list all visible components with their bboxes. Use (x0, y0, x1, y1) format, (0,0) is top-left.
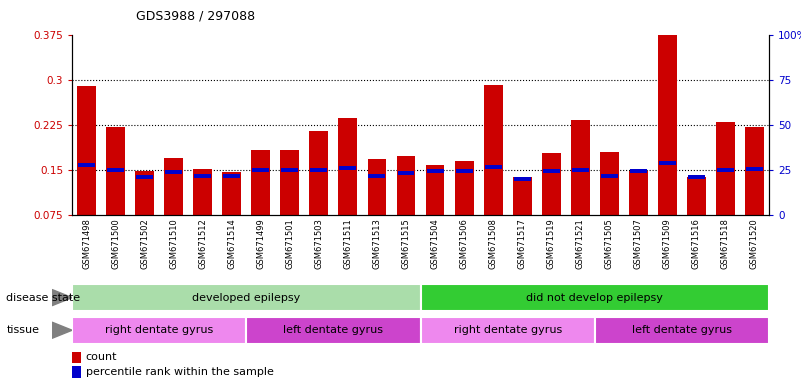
Bar (688, 175, 705, 179)
Bar (78, 163, 95, 167)
Text: left dentate gyrus: left dentate gyrus (632, 325, 732, 335)
Bar (456, 169, 473, 173)
Bar (72, 366, 81, 378)
Bar (594, 317, 769, 344)
Bar (223, 174, 240, 178)
Text: disease state: disease state (6, 293, 81, 303)
Text: tissue: tissue (6, 325, 39, 335)
Bar (165, 170, 182, 174)
Bar (72, 317, 247, 344)
Bar (281, 168, 298, 172)
Bar (135, 171, 154, 215)
Bar (485, 165, 501, 169)
Bar (72, 352, 81, 363)
Text: did not develop epilepsy: did not develop epilepsy (526, 293, 663, 303)
Bar (309, 131, 328, 215)
Text: developed epilepsy: developed epilepsy (192, 293, 300, 303)
Bar (72, 284, 421, 311)
Bar (658, 35, 677, 215)
Text: count: count (86, 353, 117, 362)
Text: left dentate gyrus: left dentate gyrus (284, 325, 384, 335)
Bar (571, 120, 590, 215)
Bar (541, 153, 561, 215)
Bar (425, 165, 445, 215)
Bar (513, 177, 532, 215)
Bar (421, 284, 769, 311)
Text: right dentate gyrus: right dentate gyrus (105, 325, 213, 335)
Bar (745, 127, 764, 215)
Bar (195, 174, 211, 178)
Bar (164, 158, 183, 215)
Bar (513, 177, 530, 181)
Text: GDS3988 / 297088: GDS3988 / 297088 (136, 10, 256, 23)
Bar (193, 169, 212, 215)
Bar (397, 171, 414, 175)
Bar (717, 168, 734, 172)
Bar (427, 169, 444, 173)
Bar (340, 166, 356, 170)
Bar (107, 127, 125, 215)
Bar (455, 161, 473, 215)
Bar (311, 168, 328, 172)
Bar (421, 317, 594, 344)
Bar (280, 150, 300, 215)
Bar (746, 167, 763, 170)
Bar (107, 168, 124, 172)
Bar (247, 317, 421, 344)
Bar (368, 174, 385, 178)
Bar (77, 86, 96, 215)
Text: percentile rank within the sample: percentile rank within the sample (86, 367, 273, 377)
Bar (396, 156, 416, 215)
Text: right dentate gyrus: right dentate gyrus (453, 325, 562, 335)
Bar (716, 122, 735, 215)
Bar (629, 171, 648, 215)
Bar (601, 174, 618, 178)
Bar (543, 169, 560, 173)
Bar (630, 169, 646, 173)
Bar (687, 177, 706, 215)
Polygon shape (52, 290, 72, 306)
Bar (659, 161, 676, 164)
Bar (484, 85, 502, 215)
Bar (572, 168, 589, 172)
Bar (223, 172, 241, 215)
Bar (339, 118, 357, 215)
Bar (368, 159, 386, 215)
Bar (252, 150, 270, 215)
Bar (252, 168, 269, 172)
Bar (136, 175, 153, 179)
Bar (600, 152, 618, 215)
Polygon shape (52, 322, 72, 338)
